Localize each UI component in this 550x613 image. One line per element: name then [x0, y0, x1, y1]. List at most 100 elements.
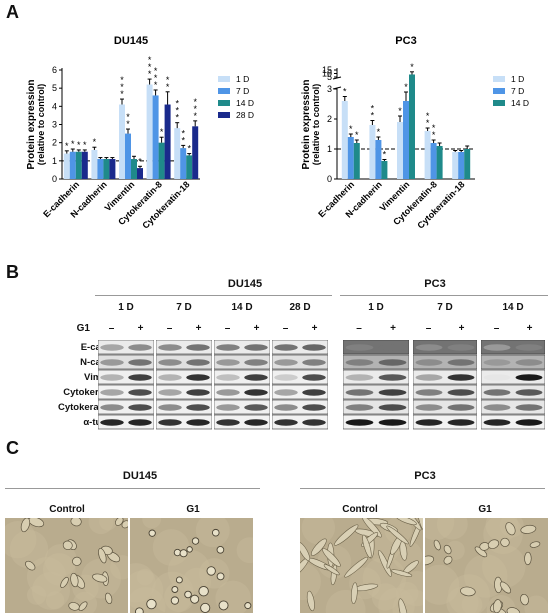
- wb-band: [100, 374, 124, 381]
- wb-band: [186, 374, 210, 381]
- wb-blot-block: [98, 340, 154, 430]
- cell: [487, 539, 500, 549]
- cell: [135, 607, 144, 613]
- wb-minus-sign: –: [356, 323, 362, 334]
- wb-band: [415, 344, 443, 351]
- cell: [244, 602, 252, 610]
- cell: [98, 547, 107, 564]
- cell: [505, 522, 516, 536]
- mc-pc3-title: PC3: [414, 470, 436, 482]
- significance-star: *: [349, 124, 353, 134]
- bar: [69, 151, 76, 179]
- wb-band: [515, 374, 543, 381]
- y-tick-label: 4: [52, 101, 57, 111]
- cell: [206, 566, 216, 576]
- legend-swatch: [218, 76, 230, 82]
- micrograph-texture: [99, 518, 117, 531]
- legend-swatch: [493, 88, 505, 94]
- micrograph-texture: [167, 549, 211, 593]
- y-tick-label: 0: [327, 174, 332, 184]
- wb-band: [158, 389, 182, 396]
- wb-day-header: 14 D: [502, 302, 524, 313]
- significance-star: *: [148, 62, 152, 72]
- wb-band: [186, 404, 210, 411]
- micrograph-texture: [88, 518, 114, 535]
- bar: [341, 101, 348, 179]
- significance-star: *: [175, 99, 179, 109]
- mc-du145-control-label: Control: [49, 504, 85, 515]
- wb-band: [216, 374, 240, 381]
- cell: [344, 556, 369, 578]
- micrograph-texture: [399, 570, 423, 607]
- wb-band: [216, 419, 240, 426]
- wb-day-header: 1 D: [368, 302, 384, 313]
- micrograph-texture: [378, 587, 415, 613]
- legend-label: 1 D: [236, 74, 249, 84]
- significance-star: *: [138, 156, 142, 166]
- legend-swatch: [493, 100, 505, 106]
- wb-band: [100, 419, 124, 426]
- cell: [300, 542, 311, 561]
- bar: [430, 143, 437, 179]
- wb-band: [302, 389, 326, 396]
- cell: [499, 581, 512, 594]
- wb-band: [345, 404, 374, 411]
- bar: [409, 74, 415, 179]
- bar: [381, 161, 388, 179]
- significance-star: *: [371, 104, 375, 114]
- micrograph-texture: [371, 583, 400, 611]
- wb-day-header: 1 D: [118, 302, 134, 313]
- mc-pc3-g1-label: G1: [478, 504, 492, 515]
- cell: [211, 528, 220, 537]
- wb-blot-block: [156, 340, 212, 430]
- significance-star: *: [181, 135, 185, 145]
- significance-star: *: [154, 73, 158, 83]
- y-tick-label: 5: [52, 83, 57, 93]
- significance-star: *: [71, 139, 75, 149]
- y-axis-label-sub: (relative to control): [36, 84, 46, 166]
- wb-band: [244, 359, 268, 366]
- wb-band: [302, 374, 326, 381]
- cell: [184, 590, 192, 599]
- cell: [443, 544, 452, 555]
- cell: [417, 518, 423, 530]
- significance-star: *: [160, 127, 164, 137]
- cell: [425, 555, 435, 566]
- micrograph-texture: [5, 521, 37, 559]
- cell: [70, 572, 79, 588]
- cell: [524, 551, 532, 566]
- wb-band: [345, 374, 374, 381]
- significance-star: *: [126, 119, 130, 129]
- cell: [148, 529, 156, 537]
- wb-blot-block: [481, 340, 545, 430]
- wb-minus-sign: –: [425, 323, 432, 334]
- micrograph-texture: [236, 537, 253, 564]
- significance-star: *: [432, 130, 436, 140]
- micrograph-pc3-g1: [425, 518, 548, 613]
- cell: [198, 585, 209, 597]
- wb-band: [378, 419, 407, 426]
- significance-star: *: [377, 127, 381, 137]
- wb-band: [274, 344, 298, 351]
- wb-band: [128, 359, 152, 366]
- micrograph-texture: [152, 529, 190, 566]
- wb-band: [483, 374, 511, 381]
- wb-band: [515, 404, 543, 411]
- micrograph-panel: DU145 PC3 Control G1 Control G1: [0, 438, 550, 613]
- wb-band: [244, 389, 268, 396]
- significance-star: *: [187, 144, 191, 154]
- wb-band: [447, 344, 475, 351]
- significance-star: *: [193, 111, 197, 121]
- cell: [175, 576, 183, 584]
- wb-row-label: Cytokeratin-8: [63, 387, 124, 398]
- micrograph-du145-g1: [130, 518, 253, 613]
- cell: [395, 518, 417, 526]
- cell: [386, 525, 409, 545]
- micrograph-du145-control: [5, 518, 128, 613]
- wb-band: [345, 359, 374, 366]
- wb-band: [302, 344, 326, 351]
- wb-band: [447, 389, 475, 396]
- significance-star: *: [154, 80, 158, 90]
- cell: [216, 545, 225, 554]
